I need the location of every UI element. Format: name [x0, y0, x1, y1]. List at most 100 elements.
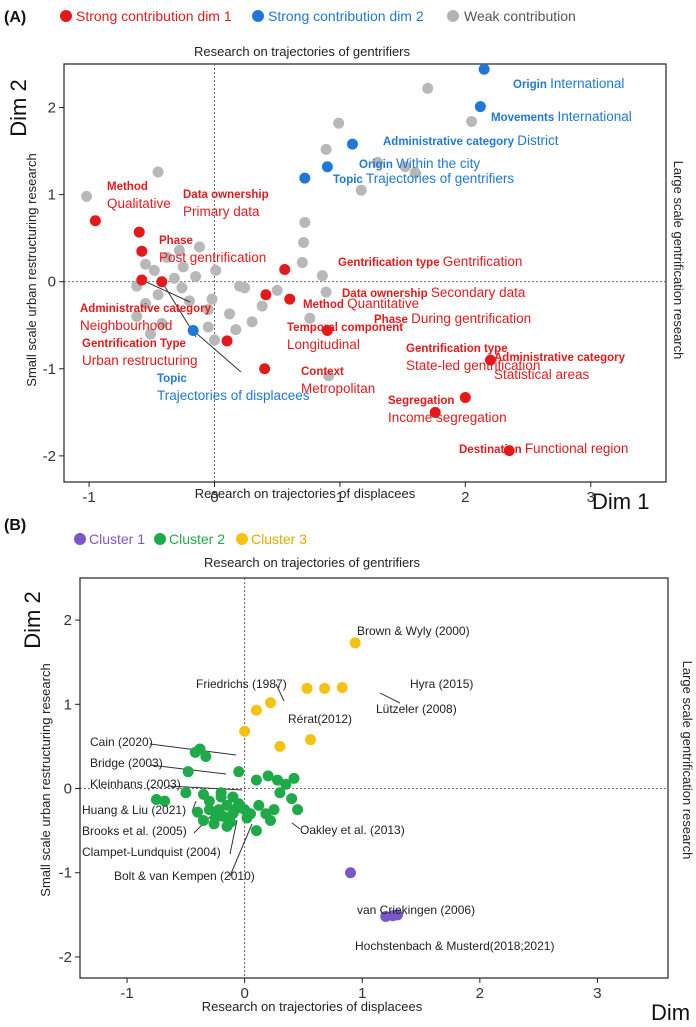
panel-b-plot-frame [79, 577, 669, 979]
dim1-point-label: Data ownership Secondary data [342, 285, 526, 300]
dim1-contribution-point [321, 324, 333, 336]
dim1-point-label: Destination Functional region [459, 441, 628, 456]
legend-cluster3-label: Cluster 3 [251, 531, 307, 547]
cluster3-point [274, 740, 286, 752]
panel-b-x-tick-label: 0 [240, 985, 248, 1002]
dim1-contribution-point [459, 392, 471, 404]
weak-contribution-point [210, 264, 222, 276]
reference-label: Rérat(2012) [288, 712, 352, 726]
cluster3-point [336, 681, 348, 693]
cluster3-point [239, 725, 251, 737]
weak-contribution-point [202, 321, 214, 333]
reference-leader-line [275, 683, 285, 702]
panel-a-right-label: Large scale gentrification research [671, 161, 686, 360]
reference-label: Huang & Liu (2021) [82, 803, 186, 817]
panel-b-label: (B) [4, 517, 26, 534]
panel-a-left-label: Small scale urban restructuring research [24, 153, 39, 386]
dim1-contribution-point [89, 215, 101, 227]
weak-contribution-point [177, 261, 189, 273]
panel-a-xlabel: Dim 1 [592, 489, 649, 514]
legend-cluster1-marker [74, 533, 86, 545]
cluster2-point [280, 778, 292, 790]
reference-leader-line [229, 819, 238, 855]
dim1-point-label-category: Administrative category [80, 303, 212, 315]
legend-dim1-label: Strong contribution dim 1 [76, 8, 232, 24]
panel-b: (B) Cluster 1 Cluster 2 Cluster 3 Resear… [4, 517, 696, 1025]
dim1-contribution-point [133, 226, 145, 238]
weak-contribution-point [422, 82, 434, 94]
reference-label: Oakley et al. (2013) [300, 823, 405, 837]
legend-dim2-label: Strong contribution dim 2 [268, 8, 424, 24]
panel-b-y-tick-label: -2 [59, 949, 72, 966]
dim1-point-label-value: Neighbourhood [80, 318, 172, 333]
cluster2-point [221, 799, 233, 811]
dim2-point-label: Topic Trajectories of gentrifiers [333, 171, 514, 186]
cluster2-point [233, 766, 245, 778]
cluster2-point [192, 806, 204, 818]
dim1-point-label-value: Metropolitan [301, 381, 375, 396]
panel-b-right-label: Large scale gentrification research [680, 661, 695, 860]
weak-contribution-point [355, 184, 367, 196]
cluster2-point [221, 820, 233, 832]
cluster2-point [180, 787, 192, 799]
reference-leader-line [167, 785, 243, 791]
panel-a-x-tick-label: 2 [461, 489, 469, 506]
cluster2-point [250, 825, 262, 837]
dim1-point-label: Phase During gentrification [374, 311, 531, 326]
cluster2-point [265, 815, 277, 827]
panel-b-x-tick-label: 1 [358, 985, 366, 1002]
reference-label: Hochstenbach & Musterd(2018;2021) [355, 939, 554, 953]
dim2-contribution-point [474, 101, 486, 113]
panel-b-y-tick-label: 1 [64, 696, 72, 713]
panel-a-top-label: Research on trajectories of gentrifiers [194, 44, 411, 59]
cluster2-point [215, 791, 227, 803]
reference-label: Brooks et al. (2005) [82, 824, 187, 838]
dim2-point-leader-line [192, 330, 242, 373]
legend-cluster2-label: Cluster 2 [169, 531, 225, 547]
weak-contribution-point [246, 316, 258, 328]
dim1-point-label-value: Longitudinal [287, 337, 360, 352]
weak-contribution-point [271, 284, 283, 296]
dim1-point-label-value: Income segregation [388, 410, 507, 425]
dim1-contribution-point [279, 264, 291, 276]
cluster2-point [292, 804, 304, 816]
weak-contribution-point [399, 161, 411, 173]
cluster2-point [150, 793, 162, 805]
weak-contribution-point [372, 156, 384, 168]
cluster2-point [159, 795, 171, 807]
panel-b-bottom-label: Research on trajectories of displacees [202, 999, 423, 1014]
weak-contribution-point [140, 258, 152, 270]
cluster2-point [241, 812, 253, 824]
dim1-point-label: Method Quantitative [303, 296, 419, 311]
panel-a-x-tick-label: 0 [210, 489, 218, 506]
weak-contribution-point [298, 237, 310, 249]
dim1-point-label: Gentrification type Gentrification [338, 254, 522, 269]
dim1-point-label-value: Post gentrification [159, 250, 266, 265]
dim1-contribution-point [259, 363, 271, 375]
dim2-point-label: Origin International [513, 76, 624, 91]
weak-contribution-point [190, 270, 202, 282]
weak-contribution-point [131, 311, 143, 323]
weak-contribution-point [161, 251, 173, 263]
panel-b-legend: Cluster 1 Cluster 2 Cluster 3 [74, 531, 307, 547]
cluster3-point [265, 697, 277, 709]
reference-label: Clampet-Lundquist (2004) [82, 845, 221, 859]
cluster2-point [197, 815, 209, 827]
panel-a-dim1-points [89, 215, 515, 457]
reference-label: Brown & Wyly (2000) [357, 624, 470, 638]
legend-dim2-marker [252, 10, 264, 22]
weak-contribution-point [168, 272, 180, 284]
dim2-point-label: Origin Within the city [359, 156, 480, 171]
reference-label: Cain (2020) [90, 735, 153, 749]
panel-a: (A) Strong contribution dim 1 Strong con… [4, 8, 686, 514]
dim1-point-label-category: Segregation [388, 395, 454, 407]
weak-contribution-point [209, 334, 220, 346]
weak-contribution-point [176, 282, 188, 294]
dim1-point-label-category: Method [107, 181, 148, 193]
panel-a-dim2-points [187, 63, 490, 336]
cluster2-point [262, 770, 274, 782]
panel-b-points [150, 637, 404, 923]
dim1-point-label-category: Gentrification type [406, 343, 508, 355]
cluster2-point [286, 793, 298, 805]
legend-cluster2-marker [154, 533, 166, 545]
